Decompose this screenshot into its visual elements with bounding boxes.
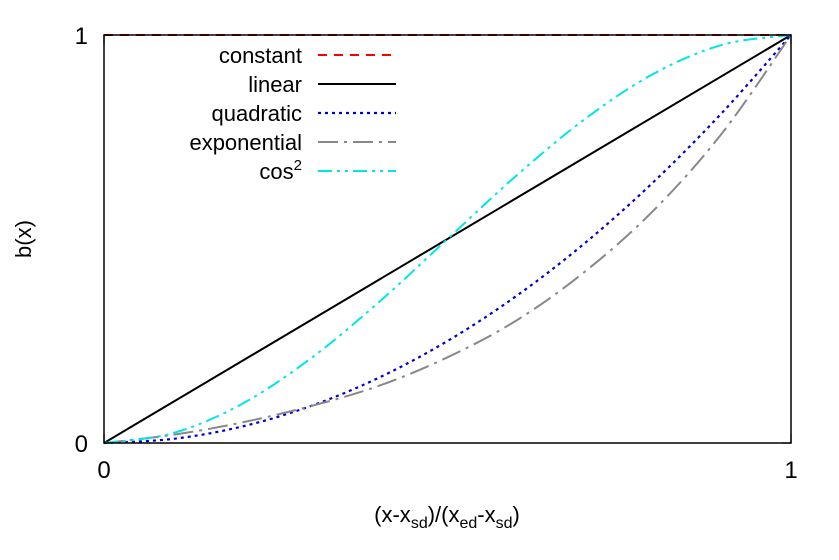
x-axis-label: (x-xsd)/(xed-xsd) <box>374 502 520 532</box>
series-line-linear <box>103 34 792 444</box>
legend-label-constant: constant <box>219 43 302 68</box>
legend-label-exponential: exponential <box>189 130 302 155</box>
legend-label-linear: linear <box>248 72 302 97</box>
series-line-quadratic <box>103 34 792 445</box>
y-tick-label-0: 0 <box>75 431 88 458</box>
y-tick-label-1: 1 <box>75 23 88 50</box>
x-tick-label-0: 0 <box>97 457 110 484</box>
legend-label-quadratic: quadratic <box>211 101 302 126</box>
plot-frame <box>103 34 792 444</box>
legend-label-cos: cos2 <box>259 157 302 184</box>
tick-marks <box>103 34 792 444</box>
x-tick-label-1: 1 <box>784 457 797 484</box>
series-layer <box>103 34 792 445</box>
y-axis-label: b(x) <box>11 220 36 258</box>
